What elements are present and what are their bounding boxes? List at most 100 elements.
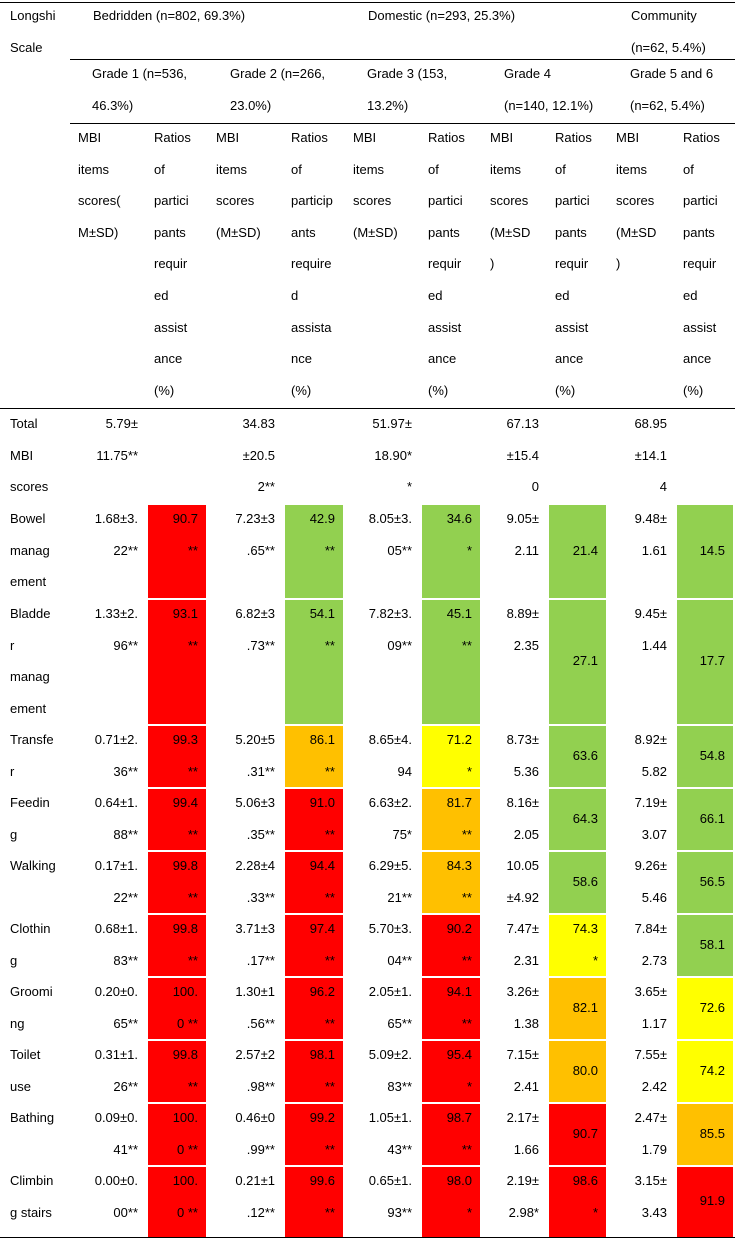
ratio-subheader-line: Ratios <box>555 130 592 145</box>
mbi-score-line: 88** <box>113 826 138 842</box>
mbi-score-line: 2.17± <box>506 1110 539 1125</box>
scale-label-line: Scale <box>10 39 43 55</box>
ratio-subheader-line: assist <box>428 319 462 335</box>
mbi-score-line: 5.09±2. <box>368 1047 412 1062</box>
mbi-score-line: 8.65±4. <box>368 732 412 747</box>
mbi-score-line: 6.63±2. <box>368 795 412 810</box>
ratio-subheader-line: Ratios <box>154 130 191 145</box>
mbi-score-line: 75* <box>392 826 412 842</box>
ratio-value-line: 90.7 <box>172 511 198 526</box>
mbi-score-line: 0.31±1. <box>94 1047 138 1062</box>
ratio-subheader-line: assist <box>683 319 717 335</box>
mbi-subheader-line: (M±SD <box>490 224 531 240</box>
mbi-score-line: 0.65±1. <box>368 1173 412 1188</box>
mbi-score-line: ±4.92 <box>506 889 539 905</box>
mbi-score-line: 0.09±0. <box>94 1110 138 1125</box>
ratio-value-line: 85.5 <box>699 1125 725 1141</box>
ratio-subheader-line: ance <box>154 351 183 367</box>
ratio-value-line: ** <box>324 637 335 653</box>
mbi-score-line: 8.05±3. <box>368 511 412 526</box>
ratio-subheader-line: ed <box>555 288 570 303</box>
mbi-subheader-line: scores <box>490 193 529 209</box>
ratio-subheader-line: assist <box>555 319 589 335</box>
ratio-cell-red <box>549 1104 606 1165</box>
ratio-cell-yellow <box>677 978 733 1039</box>
ratio-value-line: 0 ** <box>177 1204 198 1220</box>
mbi-score-line: 0.00±0. <box>94 1173 138 1188</box>
ratio-cell-green <box>285 505 343 598</box>
ratio-value-line: ** <box>324 542 335 558</box>
ratio-cell-green <box>677 915 733 976</box>
ratio-value-line: 72.6 <box>699 999 725 1015</box>
ratio-cell-green <box>549 505 606 598</box>
mbi-score-line: .73** <box>246 637 275 653</box>
ratio-value-line: 42.9 <box>309 511 335 526</box>
ratio-cell-green <box>549 789 606 850</box>
ratio-subheader-line: (%) <box>291 382 312 398</box>
ratio-subheader-line: Ratios <box>683 130 720 145</box>
ratio-value-line: ** <box>324 889 335 905</box>
ratio-cell-red <box>148 1104 206 1165</box>
mbi-score-line: 0.20±0. <box>94 984 138 999</box>
ratio-subheader-line: assist <box>154 319 188 335</box>
ratio-cell-yellow <box>549 915 606 976</box>
mbi-subheader-line: scores <box>216 193 255 209</box>
mbi-score-line: 0 <box>531 479 539 495</box>
mbi-score-line: 9.26± <box>634 858 667 873</box>
mbi-subheader-line: items <box>78 161 110 177</box>
ratio-cell-red <box>148 789 206 850</box>
table-bottom-rule <box>0 1237 735 1238</box>
ratio-value-line: ** <box>461 952 472 968</box>
mbi-score-line: 0.46±0 <box>235 1110 275 1125</box>
ratio-value-line: 86.1 <box>309 732 335 747</box>
ratio-value-line: ** <box>324 1015 335 1031</box>
grade-header-line: Grade 2 (n=266, <box>230 66 326 81</box>
ratio-subheader-line: of <box>683 161 694 177</box>
mbi-score-line: 1.79 <box>641 1141 667 1157</box>
mbi-subheader-line: items <box>216 161 248 177</box>
ratio-value-line: ** <box>324 1204 335 1220</box>
ratio-subheader-line: ed <box>683 288 698 303</box>
mbi-score-line: 1.68±3. <box>94 511 138 526</box>
mbi-score-line: .99** <box>246 1141 275 1157</box>
mbi-score-line: 9.05± <box>506 511 539 526</box>
ratio-cell-red <box>148 852 206 913</box>
mbi-score-line: 05** <box>387 542 412 558</box>
ratio-value-line: 97.4 <box>309 921 335 936</box>
mbi-score-line: .31** <box>246 763 275 779</box>
ratio-subheader-line: of <box>428 161 439 177</box>
row-label-line: Bladde <box>10 606 51 621</box>
mbi-subheader-line: items <box>353 161 385 177</box>
ratio-value-line: ** <box>324 826 335 842</box>
mbi-score-line: 2.98* <box>508 1204 539 1220</box>
mbi-score-line: .65** <box>246 542 275 558</box>
mbi-score-line: 2.47± <box>634 1110 667 1125</box>
ratio-cell-red <box>285 789 343 850</box>
ratio-cell-green <box>422 600 480 724</box>
ratio-subheader-line: pants <box>683 224 715 240</box>
mbi-score-line: 8.73± <box>506 732 539 747</box>
mbi-score-line: ±15.4 <box>506 447 539 463</box>
mbi-score-line: 21** <box>387 889 412 905</box>
ratio-value-line: 91.0 <box>309 795 335 810</box>
ratio-subheader-line: of <box>555 161 566 177</box>
grade-header-line: Grade 3 (153, <box>367 66 448 81</box>
group-header-rule <box>70 59 735 60</box>
ratio-value-line: 99.3 <box>172 732 198 747</box>
group-header-line: Bedridden (n=802, 69.3%) <box>93 8 246 23</box>
mbi-score-line: 5.79± <box>105 416 138 431</box>
group-header-line: (n=62, 5.4%) <box>631 39 706 55</box>
mbi-score-line: 7.47± <box>506 921 539 936</box>
row-label-line: Total <box>10 416 38 431</box>
mbi-score-line: 96** <box>113 637 138 653</box>
mbi-score-line: 2.41 <box>513 1078 539 1094</box>
ratio-subheader-line: (%) <box>154 382 175 398</box>
mbi-subheader-line: (M±SD <box>616 224 657 240</box>
ratio-value-line: 99.6 <box>309 1173 335 1188</box>
ratio-cell-yellow <box>677 1041 733 1102</box>
ratio-subheader-line: require <box>291 256 332 272</box>
ratio-cell-orange <box>549 1041 606 1102</box>
ratio-value-line: 54.1 <box>309 606 335 621</box>
ratio-value-line: ** <box>187 952 198 968</box>
